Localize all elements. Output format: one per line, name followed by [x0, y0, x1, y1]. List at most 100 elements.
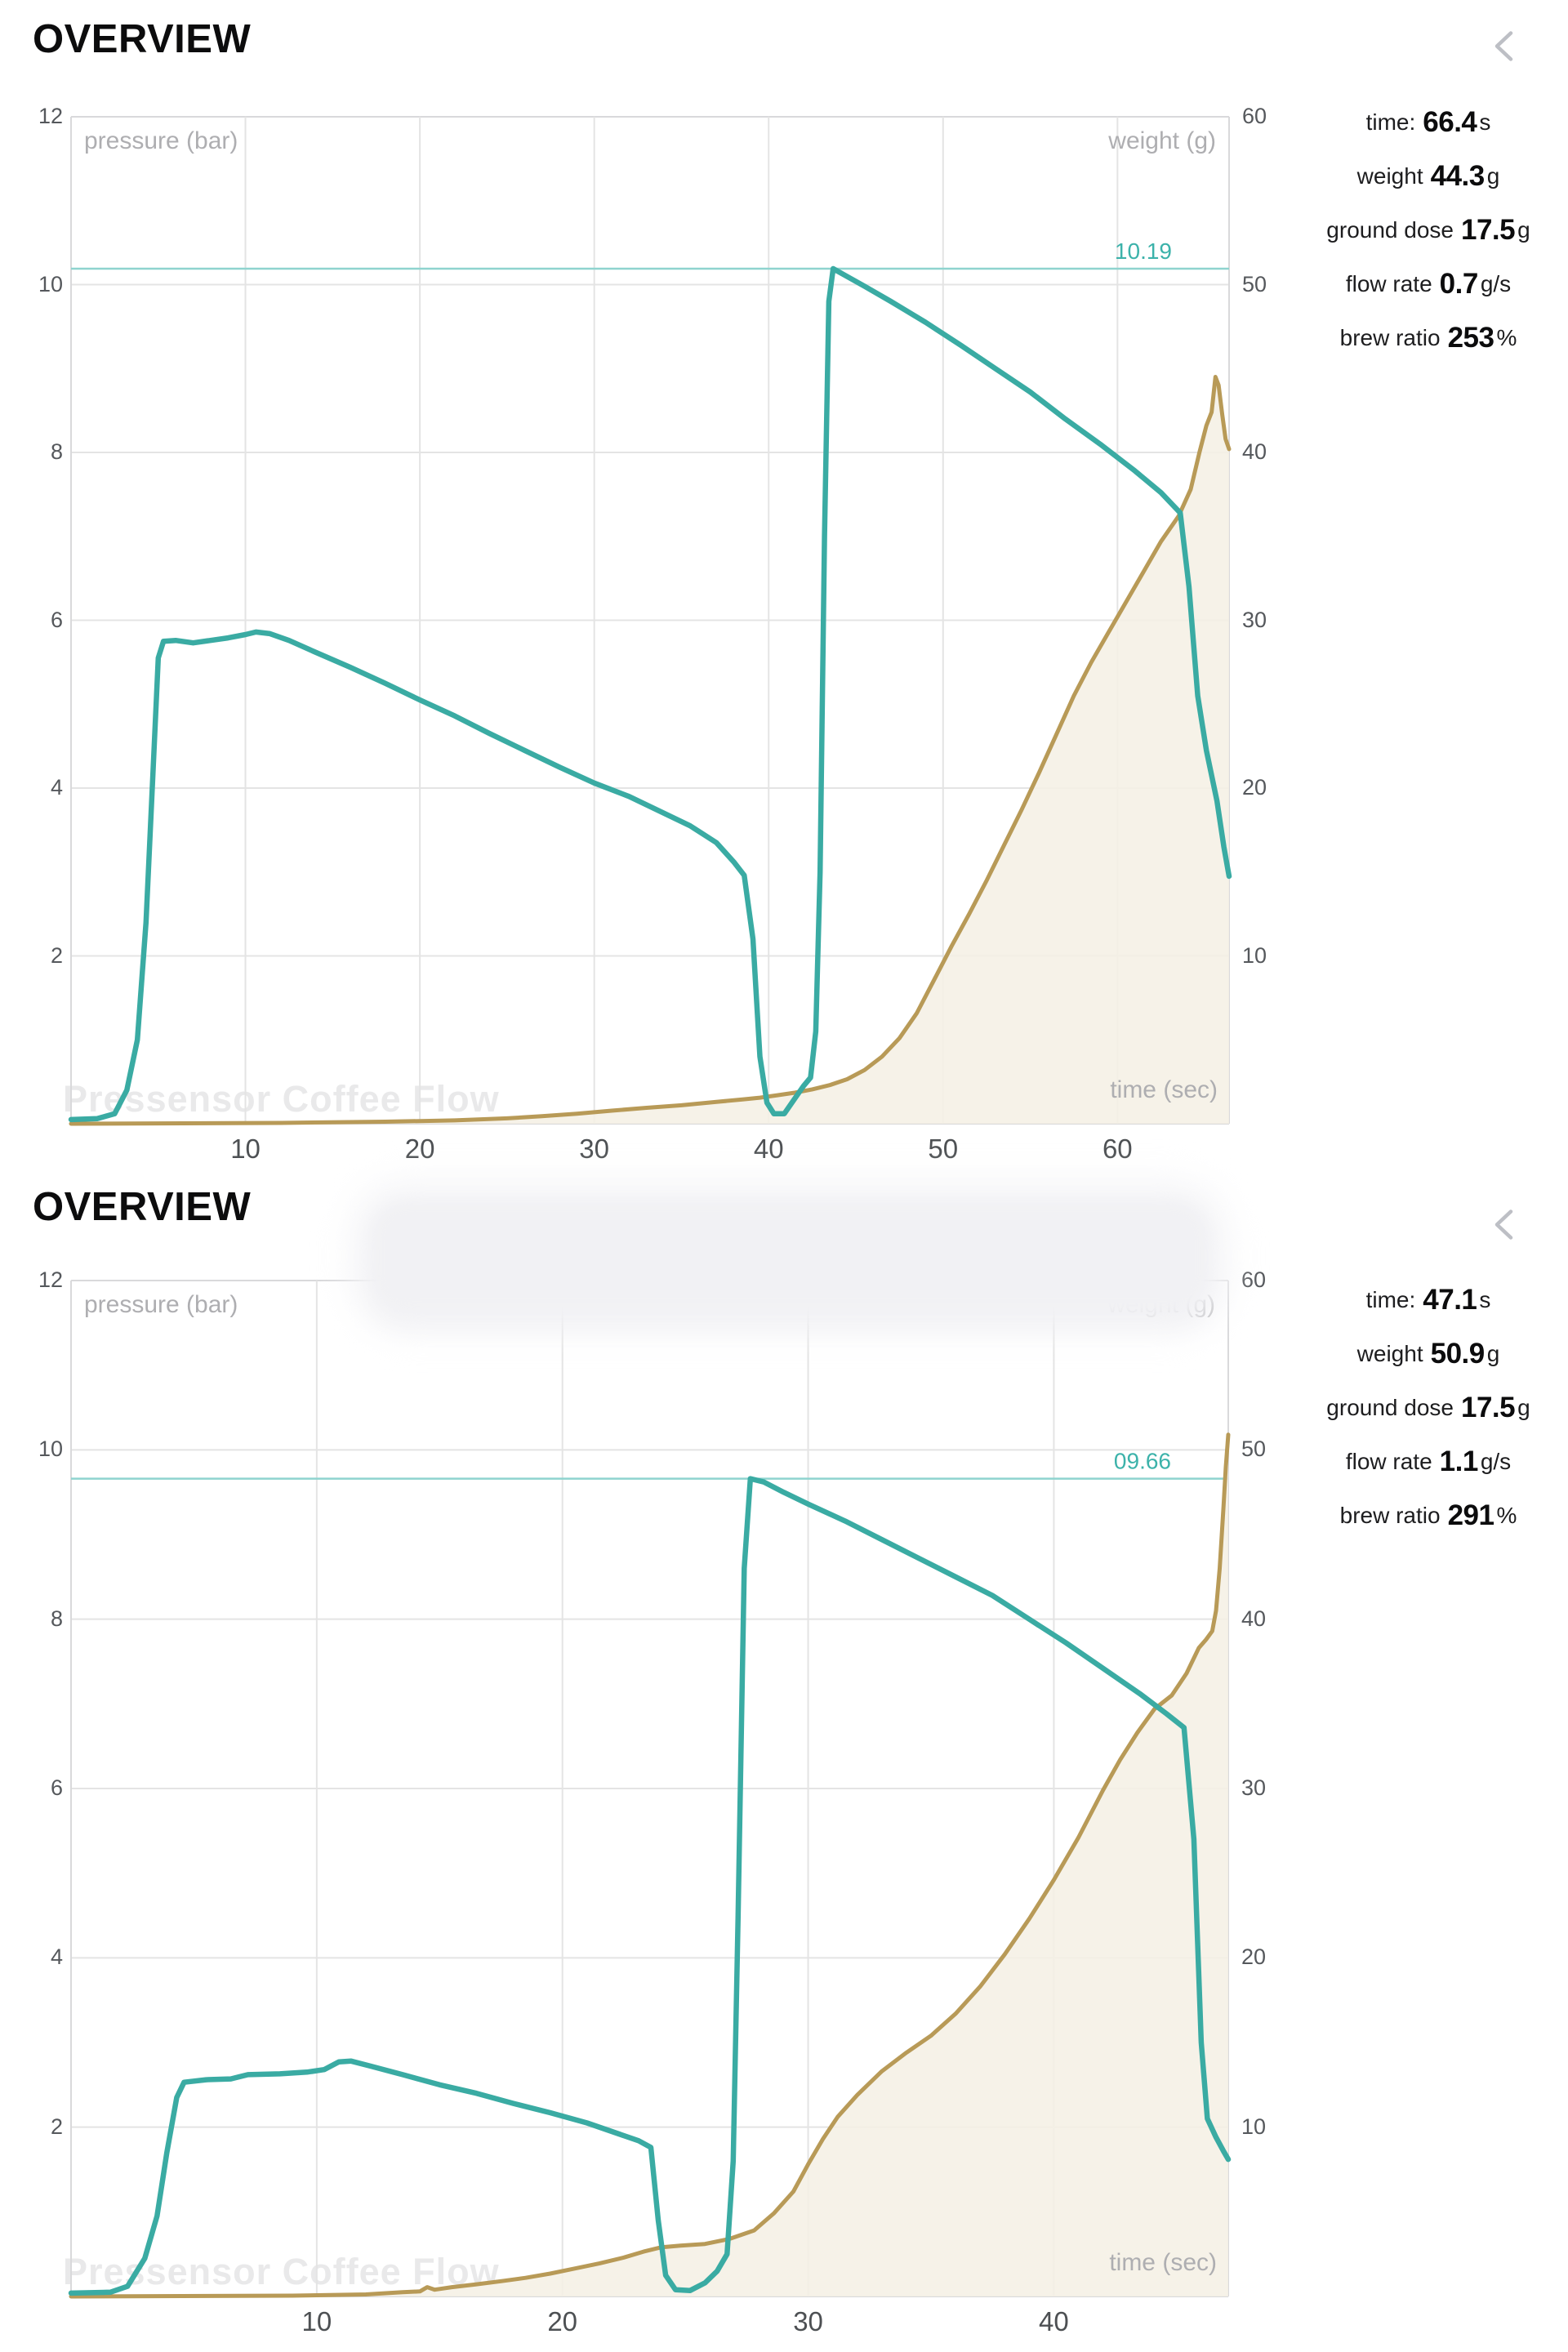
y-right-tick-label: 10: [1242, 942, 1267, 968]
stat-value: 50.9: [1430, 1338, 1486, 1370]
stat-value: 17.5: [1460, 1392, 1516, 1423]
stat-row: time: 66.4 s: [1289, 96, 1568, 149]
y-left-tick-label: 8: [50, 1606, 63, 1631]
time-axis-label: time (sec): [1110, 1076, 1218, 1103]
stat-unit: g/s: [1480, 1449, 1512, 1474]
stat-label: flow rate: [1345, 1449, 1432, 1474]
x-tick-label: 10: [301, 2306, 332, 2336]
stat-value: 0.7: [1439, 268, 1479, 300]
stat-label: weight: [1356, 163, 1423, 189]
stat-row: brew ratio 291%: [1289, 1489, 1568, 1543]
stat-label: flow rate: [1345, 271, 1432, 296]
weight-area-fill: [71, 376, 1229, 1124]
stat-row: weight 50.9 g: [1289, 1327, 1568, 1381]
y-right-tick-label: 20: [1241, 1944, 1267, 1970]
stat-unit: s: [1479, 1287, 1491, 1312]
stat-row: brew ratio 253%: [1289, 311, 1568, 365]
stat-value: 47.1: [1423, 1284, 1477, 1316]
stat-label: time:: [1365, 109, 1416, 135]
stat-unit: %: [1496, 325, 1517, 350]
y-left-tick-label: 10: [38, 271, 63, 296]
stat-value: 291: [1447, 1499, 1494, 1531]
time-axis-label: time (sec): [1109, 2249, 1217, 2276]
y-right-tick-label: 50: [1242, 271, 1267, 296]
y-left-tick-label: 12: [38, 1267, 63, 1292]
y-left-tick-label: 2: [50, 2114, 63, 2139]
weight-curve: [69, 375, 1232, 1126]
y-right-tick-label: 30: [1242, 607, 1267, 632]
stat-row: flow rate 0.7 g/s: [1289, 257, 1568, 311]
y-right-tick-label: 50: [1241, 1437, 1267, 1462]
pressure-axis-label: pressure (bar): [84, 1291, 238, 1318]
y-right-tick-label: 10: [1241, 2114, 1267, 2139]
y-right-tick-label: 40: [1242, 439, 1267, 464]
weight-area-fill: [71, 1434, 1228, 2296]
stat-row: flow rate 1.1 g/s: [1289, 1435, 1568, 1489]
stat-unit: g/s: [1480, 271, 1512, 296]
max-pressure-label: 09.66: [1114, 1449, 1171, 1474]
stat-row: time: 47.1 s: [1289, 1273, 1568, 1327]
stat-row: ground dose 17.5 g: [1289, 1381, 1568, 1435]
stat-label: ground dose: [1326, 217, 1454, 243]
weight-axis-label: weight (g): [1108, 127, 1216, 154]
chevron-left-icon[interactable]: [1493, 30, 1515, 62]
y-right-tick-label: 20: [1242, 775, 1267, 800]
stat-unit: g: [1486, 1341, 1500, 1366]
stat-value: 253: [1447, 322, 1494, 354]
pressure-weight-chart[interactable]: Pressensor Coffee Flow 10.19 12 10 8 6 4 2 60 50 4…: [38, 104, 1267, 1164]
page-title: OVERVIEW: [33, 1185, 252, 1229]
y-right-tick-label: 40: [1241, 1606, 1267, 1631]
y-left-tick-label: 6: [50, 607, 63, 632]
y-right-tick-label: 60: [1242, 104, 1267, 128]
pressure-curve: [68, 1476, 1232, 2296]
stat-row: ground dose 17.5 g: [1289, 203, 1568, 257]
stat-unit: g: [1486, 163, 1500, 189]
x-tick-label: 20: [547, 2306, 578, 2336]
y-left-tick-label: 8: [50, 439, 63, 464]
x-tick-label: 40: [753, 1134, 784, 1164]
blurred-redaction-overlay: [369, 1199, 1210, 1313]
x-tick-label: 20: [404, 1134, 435, 1164]
stat-unit: g: [1517, 217, 1530, 243]
brew-stats-panel: time: 47.1 s weight 50.9 g ground dose 17.5 g flo…: [1289, 1273, 1568, 1543]
x-tick-label: 50: [928, 1134, 959, 1164]
chart-canvas[interactable]: 10.19: [68, 116, 1232, 1126]
y-left-tick-label: 10: [38, 1437, 63, 1462]
x-tick-label: 30: [793, 2306, 823, 2336]
x-tick-label: 40: [1039, 2306, 1069, 2336]
stat-unit: s: [1479, 109, 1491, 135]
y-left-tick-label: 12: [38, 104, 63, 128]
page-title: OVERVIEW: [33, 17, 252, 61]
weight-curve: [69, 1432, 1231, 2299]
x-tick-label: 30: [579, 1134, 610, 1164]
stat-unit: g: [1517, 1395, 1530, 1420]
stat-row: weight 44.3 g: [1289, 149, 1568, 203]
stat-value: 17.5: [1460, 214, 1516, 246]
y-right-tick-label: 60: [1241, 1267, 1267, 1292]
y-left-tick-label: 6: [50, 1775, 63, 1800]
stat-label: time:: [1365, 1287, 1416, 1312]
y-right-tick-label: 30: [1241, 1775, 1267, 1800]
x-tick-label: 10: [230, 1134, 261, 1164]
watermark: Pressensor Coffee Flow: [63, 1078, 500, 1120]
pressure-axis-label: pressure (bar): [84, 127, 238, 154]
stat-label: brew ratio: [1339, 325, 1441, 350]
chart-canvas[interactable]: 09.66: [68, 1280, 1232, 2299]
stat-value: 44.3: [1430, 160, 1486, 192]
chevron-left-icon[interactable]: [1493, 1209, 1515, 1241]
pressure-curve: [68, 265, 1232, 1123]
y-left-tick-label: 4: [50, 775, 63, 800]
stat-value: 66.4: [1423, 106, 1477, 138]
stat-label: weight: [1356, 1341, 1423, 1366]
stat-label: ground dose: [1326, 1395, 1454, 1420]
stat-unit: %: [1496, 1503, 1517, 1528]
stat-label: brew ratio: [1339, 1503, 1441, 1528]
pressure-weight-chart[interactable]: Pressensor Coffee Flow 09.66 12 10 8 6 4 2 60 50 4…: [38, 1267, 1266, 2336]
brew-stats-panel: time: 66.4 s weight 44.3 g ground dose 17.5 g flo…: [1289, 96, 1568, 365]
y-left-tick-label: 4: [50, 1944, 63, 1970]
stat-value: 1.1: [1439, 1446, 1479, 1477]
y-left-tick-label: 2: [50, 942, 63, 968]
x-tick-label: 60: [1102, 1134, 1133, 1164]
max-pressure-label: 10.19: [1115, 238, 1172, 264]
